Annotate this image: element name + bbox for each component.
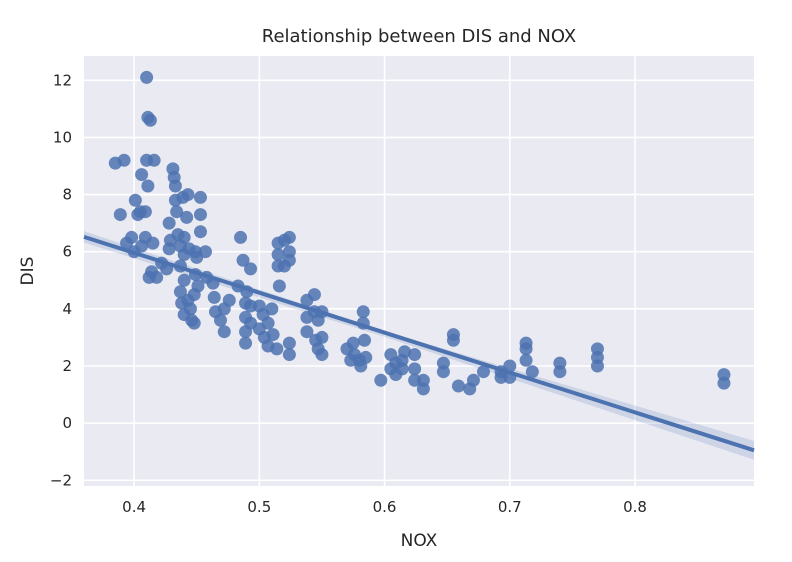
- data-point: [191, 279, 205, 293]
- y-tick-label: 4: [62, 300, 72, 318]
- x-axis-label: NOX: [401, 531, 438, 551]
- data-point: [272, 279, 286, 293]
- data-point: [315, 348, 329, 362]
- y-tick-label: 8: [62, 186, 72, 204]
- data-point: [146, 236, 160, 250]
- data-point: [270, 342, 284, 356]
- tick-labels: 0.4 0.5 0.6 0.7 0.8 −2 0 2 4 6 8 10 12: [50, 71, 647, 516]
- data-point: [553, 365, 567, 379]
- data-point: [193, 190, 207, 204]
- regression-line-layer: [83, 234, 755, 453]
- data-point: [180, 210, 194, 224]
- data-point: [187, 316, 201, 330]
- data-point: [168, 179, 182, 193]
- data-point: [141, 179, 155, 193]
- data-point: [198, 245, 212, 259]
- data-point: [503, 359, 517, 373]
- data-point: [717, 376, 731, 390]
- data-point: [374, 373, 388, 387]
- data-point: [214, 313, 228, 327]
- data-point: [282, 336, 296, 350]
- data-point: [125, 230, 139, 244]
- data-point: [239, 336, 253, 350]
- data-point: [173, 285, 187, 299]
- data-point: [416, 382, 430, 396]
- data-point: [181, 188, 195, 202]
- data-point: [183, 302, 197, 316]
- data-point: [140, 70, 154, 84]
- x-tick-label: 0.7: [498, 498, 522, 516]
- data-point: [359, 350, 373, 364]
- data-point: [265, 302, 279, 316]
- y-tick-label: −2: [50, 471, 72, 489]
- data-point: [162, 216, 176, 230]
- data-points: [108, 70, 731, 396]
- data-point: [451, 379, 465, 393]
- data-point: [170, 205, 184, 219]
- data-point: [590, 359, 604, 373]
- data-point: [358, 333, 372, 347]
- data-point: [525, 365, 539, 379]
- data-point: [234, 230, 248, 244]
- data-point: [300, 325, 314, 339]
- x-tick-label: 0.8: [623, 498, 647, 516]
- x-tick-label: 0.5: [247, 498, 271, 516]
- data-point: [436, 365, 450, 379]
- data-point: [177, 273, 191, 287]
- data-point: [207, 290, 221, 304]
- y-tick-label: 0: [62, 414, 72, 432]
- data-point: [193, 208, 207, 222]
- data-point: [193, 225, 207, 239]
- data-point: [476, 365, 490, 379]
- data-point: [271, 248, 285, 262]
- data-point: [150, 270, 164, 284]
- data-point: [307, 288, 321, 302]
- data-point: [261, 316, 275, 330]
- data-point: [446, 333, 460, 347]
- data-point: [519, 336, 533, 350]
- data-point: [346, 336, 360, 350]
- chart-title: Relationship between DIS and NOX: [262, 26, 577, 47]
- data-point: [408, 348, 422, 362]
- data-point: [282, 253, 296, 267]
- x-tick-label: 0.4: [122, 498, 146, 516]
- data-point: [356, 305, 370, 319]
- y-tick-label: 2: [62, 357, 72, 375]
- data-point: [315, 330, 329, 344]
- data-point: [236, 253, 250, 267]
- data-point: [143, 113, 157, 127]
- data-point: [466, 373, 480, 387]
- data-point: [147, 153, 161, 167]
- data-point: [398, 345, 412, 359]
- data-point: [282, 348, 296, 362]
- data-point: [177, 230, 191, 244]
- data-point: [128, 193, 142, 207]
- data-point: [282, 230, 296, 244]
- x-tick-label: 0.6: [373, 498, 397, 516]
- data-point: [519, 353, 533, 367]
- y-tick-label: 12: [53, 71, 72, 89]
- y-axis-label: DIS: [18, 257, 38, 286]
- data-point: [138, 205, 152, 219]
- data-point: [113, 208, 127, 222]
- data-point: [217, 325, 231, 339]
- data-point: [117, 153, 131, 167]
- y-tick-label: 10: [53, 128, 72, 146]
- data-point: [244, 262, 258, 276]
- data-point: [222, 293, 236, 307]
- data-point: [266, 328, 280, 342]
- data-point: [395, 362, 409, 376]
- data-point: [182, 242, 196, 256]
- data-point: [408, 362, 422, 376]
- regression-line: [83, 234, 755, 453]
- data-point: [135, 168, 149, 182]
- y-tick-label: 6: [62, 243, 72, 261]
